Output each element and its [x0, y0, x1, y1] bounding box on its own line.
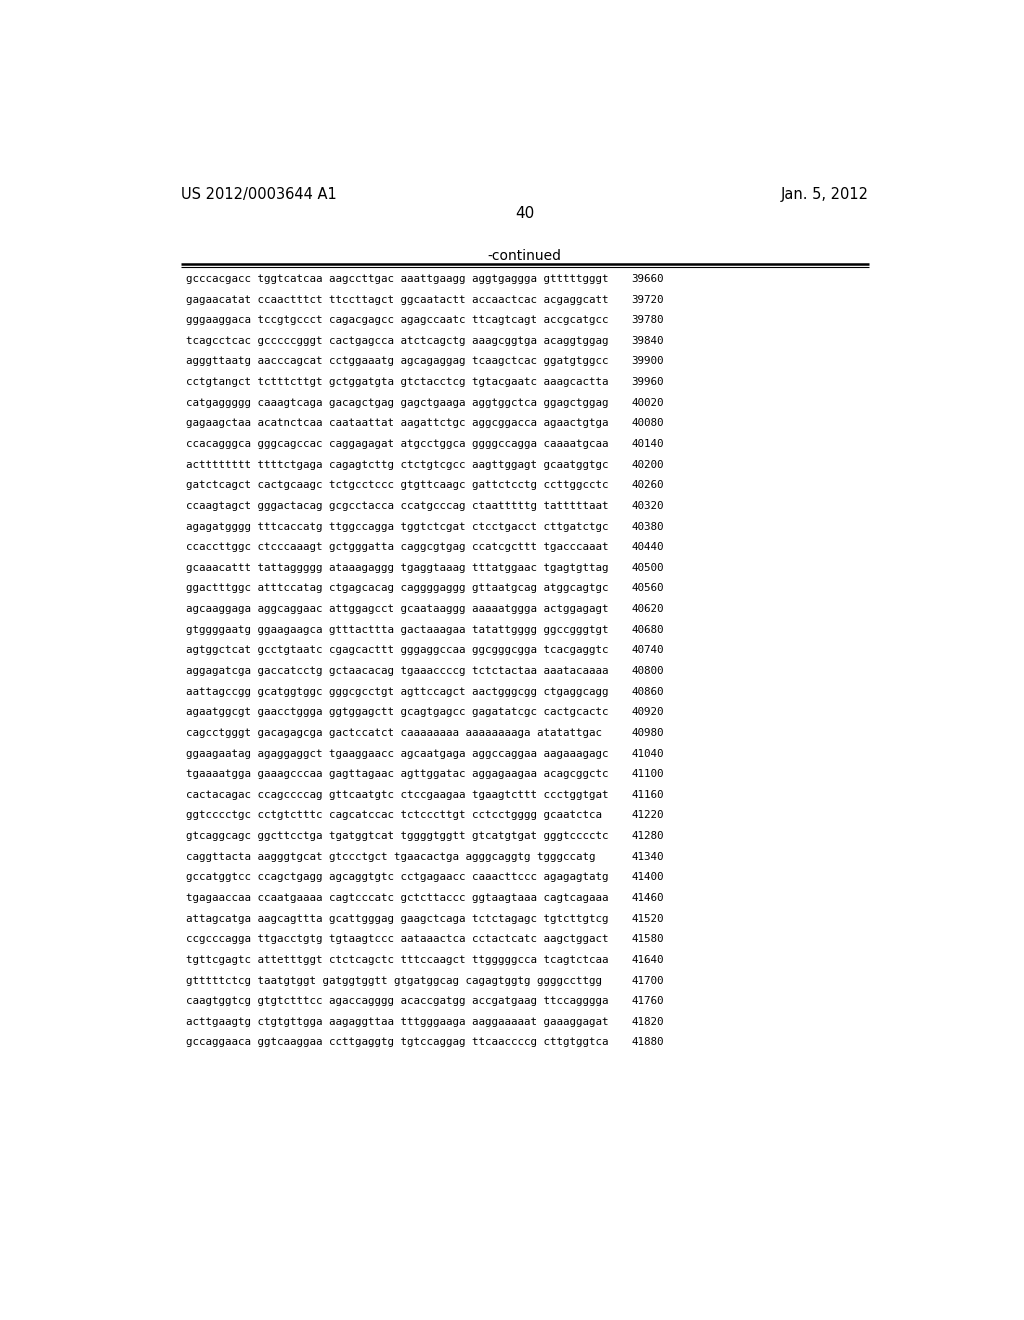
Text: ccaccttggc ctcccaaagt gctgggatta caggcgtgag ccatcgcttt tgacccaaat: ccaccttggc ctcccaaagt gctgggatta caggcgt… [186, 543, 608, 552]
Text: gcccacgacc tggtcatcaa aagccttgac aaattgaagg aggtgaggga gtttttgggt: gcccacgacc tggtcatcaa aagccttgac aaattga… [186, 275, 608, 284]
Text: 41220: 41220 [632, 810, 665, 821]
Text: 40080: 40080 [632, 418, 665, 429]
Text: 40: 40 [515, 206, 535, 222]
Text: 40920: 40920 [632, 708, 665, 717]
Text: 41520: 41520 [632, 913, 665, 924]
Text: ggaagaatag agaggaggct tgaaggaacc agcaatgaga aggccaggaa aagaaagagc: ggaagaatag agaggaggct tgaaggaacc agcaatg… [186, 748, 608, 759]
Text: agtggctcat gcctgtaatc cgagcacttt gggaggccaa ggcgggcgga tcacgaggtc: agtggctcat gcctgtaatc cgagcacttt gggaggc… [186, 645, 608, 655]
Text: gagaagctaa acatnctcaa caataattat aagattctgc aggcggacca agaactgtga: gagaagctaa acatnctcaa caataattat aagattc… [186, 418, 608, 429]
Text: agggttaatg aacccagcat cctggaaatg agcagaggag tcaagctcac ggatgtggcc: agggttaatg aacccagcat cctggaaatg agcagag… [186, 356, 608, 367]
Text: gtttttctcg taatgtggt gatggtggtt gtgatggcag cagagtggtg ggggccttgg: gtttttctcg taatgtggt gatggtggtt gtgatggc… [186, 975, 602, 986]
Text: 41100: 41100 [632, 770, 665, 779]
Text: cagcctgggt gacagagcga gactccatct caaaaaaaa aaaaaaaaga atatattgac: cagcctgggt gacagagcga gactccatct caaaaaa… [186, 727, 602, 738]
Text: caagtggtcg gtgtctttcc agaccagggg acaccgatgg accgatgaag ttccagggga: caagtggtcg gtgtctttcc agaccagggg acaccga… [186, 997, 608, 1006]
Text: 40680: 40680 [632, 624, 665, 635]
Text: ccacagggca gggcagccac caggagagat atgcctggca ggggccagga caaaatgcaa: ccacagggca gggcagccac caggagagat atgcctg… [186, 440, 608, 449]
Text: 40140: 40140 [632, 440, 665, 449]
Text: 39960: 39960 [632, 378, 665, 387]
Text: 41340: 41340 [632, 851, 665, 862]
Text: 41400: 41400 [632, 873, 665, 882]
Text: US 2012/0003644 A1: US 2012/0003644 A1 [180, 187, 337, 202]
Text: -continued: -continued [487, 249, 562, 263]
Text: 41460: 41460 [632, 892, 665, 903]
Text: catgaggggg caaagtcaga gacagctgag gagctgaaga aggtggctca ggagctggag: catgaggggg caaagtcaga gacagctgag gagctga… [186, 397, 608, 408]
Text: gtggggaatg ggaagaagca gtttacttta gactaaagaa tatattgggg ggccgggtgt: gtggggaatg ggaagaagca gtttacttta gactaaa… [186, 624, 608, 635]
Text: 39720: 39720 [632, 294, 665, 305]
Text: caggttacta aagggtgcat gtccctgct tgaacactga agggcaggtg tgggccatg: caggttacta aagggtgcat gtccctgct tgaacact… [186, 851, 596, 862]
Text: 41580: 41580 [632, 935, 665, 944]
Text: 40860: 40860 [632, 686, 665, 697]
Text: 41280: 41280 [632, 832, 665, 841]
Text: 40260: 40260 [632, 480, 665, 490]
Text: aattagccgg gcatggtggc gggcgcctgt agttccagct aactgggcgg ctgaggcagg: aattagccgg gcatggtggc gggcgcctgt agttcca… [186, 686, 608, 697]
Text: 39660: 39660 [632, 275, 665, 284]
Text: 40380: 40380 [632, 521, 665, 532]
Text: gccatggtcc ccagctgagg agcaggtgtc cctgagaacc caaacttccc agagagtatg: gccatggtcc ccagctgagg agcaggtgtc cctgaga… [186, 873, 608, 882]
Text: ggactttggc atttccatag ctgagcacag caggggaggg gttaatgcag atggcagtgc: ggactttggc atttccatag ctgagcacag cagggga… [186, 583, 608, 594]
Text: 40320: 40320 [632, 500, 665, 511]
Text: tgttcgagtc attetttggt ctctcagctc tttccaagct ttgggggcca tcagtctcaa: tgttcgagtc attetttggt ctctcagctc tttccaa… [186, 954, 608, 965]
Text: 41820: 41820 [632, 1016, 665, 1027]
Text: 41880: 41880 [632, 1038, 665, 1048]
Text: 39780: 39780 [632, 315, 665, 325]
Text: 39840: 39840 [632, 335, 665, 346]
Text: tgaaaatgga gaaagcccaa gagttagaac agttggatac aggagaagaa acagcggctc: tgaaaatgga gaaagcccaa gagttagaac agttgga… [186, 770, 608, 779]
Text: 40560: 40560 [632, 583, 665, 594]
Text: tcagcctcac gcccccgggt cactgagcca atctcagctg aaagcggtga acaggtggag: tcagcctcac gcccccgggt cactgagcca atctcag… [186, 335, 608, 346]
Text: 40620: 40620 [632, 605, 665, 614]
Text: gagaacatat ccaactttct ttccttagct ggcaatactt accaactcac acgaggcatt: gagaacatat ccaactttct ttccttagct ggcaata… [186, 294, 608, 305]
Text: actttttttt ttttctgaga cagagtcttg ctctgtcgcc aagttggagt gcaatggtgc: actttttttt ttttctgaga cagagtcttg ctctgtc… [186, 459, 608, 470]
Text: 41640: 41640 [632, 954, 665, 965]
Text: gatctcagct cactgcaagc tctgcctccc gtgttcaagc gattctcctg ccttggcctc: gatctcagct cactgcaagc tctgcctccc gtgttca… [186, 480, 608, 490]
Text: 40500: 40500 [632, 562, 665, 573]
Text: acttgaagtg ctgtgttgga aagaggttaa tttgggaaga aaggaaaaat gaaaggagat: acttgaagtg ctgtgttgga aagaggttaa tttggga… [186, 1016, 608, 1027]
Text: cactacagac ccagccccag gttcaatgtc ctccgaagaa tgaagtcttt ccctggtgat: cactacagac ccagccccag gttcaatgtc ctccgaa… [186, 789, 608, 800]
Text: cctgtangct tctttcttgt gctggatgta gtctacctcg tgtacgaatc aaagcactta: cctgtangct tctttcttgt gctggatgta gtctacc… [186, 378, 608, 387]
Text: 40200: 40200 [632, 459, 665, 470]
Text: 40740: 40740 [632, 645, 665, 655]
Text: agaatggcgt gaacctggga ggtggagctt gcagtgagcc gagatatcgc cactgcactc: agaatggcgt gaacctggga ggtggagctt gcagtga… [186, 708, 608, 717]
Text: 40020: 40020 [632, 397, 665, 408]
Text: ggtcccctgc cctgtctttc cagcatccac tctcccttgt cctcctgggg gcaatctca: ggtcccctgc cctgtctttc cagcatccac tctccct… [186, 810, 602, 821]
Text: gcaaacattt tattaggggg ataaagaggg tgaggtaaag tttatggaac tgagtgttag: gcaaacattt tattaggggg ataaagaggg tgaggta… [186, 562, 608, 573]
Text: Jan. 5, 2012: Jan. 5, 2012 [781, 187, 869, 202]
Text: aggagatcga gaccatcctg gctaacacag tgaaaccccg tctctactaa aaatacaaaa: aggagatcga gaccatcctg gctaacacag tgaaacc… [186, 667, 608, 676]
Text: 39900: 39900 [632, 356, 665, 367]
Text: 41760: 41760 [632, 997, 665, 1006]
Text: 41160: 41160 [632, 789, 665, 800]
Text: tgagaaccaa ccaatgaaaa cagtcccatc gctcttaccc ggtaagtaaa cagtcagaaa: tgagaaccaa ccaatgaaaa cagtcccatc gctctta… [186, 892, 608, 903]
Text: gggaaggaca tccgtgccct cagacgagcc agagccaatc ttcagtcagt accgcatgcc: gggaaggaca tccgtgccct cagacgagcc agagcca… [186, 315, 608, 325]
Text: 40980: 40980 [632, 727, 665, 738]
Text: gccaggaaca ggtcaaggaa ccttgaggtg tgtccaggag ttcaaccccg cttgtggtca: gccaggaaca ggtcaaggaa ccttgaggtg tgtccag… [186, 1038, 608, 1048]
Text: agagatgggg tttcaccatg ttggccagga tggtctcgat ctcctgacct cttgatctgc: agagatgggg tttcaccatg ttggccagga tggtctc… [186, 521, 608, 532]
Text: 40440: 40440 [632, 543, 665, 552]
Text: ccaagtagct gggactacag gcgcctacca ccatgcccag ctaatttttg tatttttaat: ccaagtagct gggactacag gcgcctacca ccatgcc… [186, 500, 608, 511]
Text: gtcaggcagc ggcttcctga tgatggtcat tggggtggtt gtcatgtgat gggtcccctc: gtcaggcagc ggcttcctga tgatggtcat tggggtg… [186, 832, 608, 841]
Text: ccgcccagga ttgacctgtg tgtaagtccc aataaactca cctactcatc aagctggact: ccgcccagga ttgacctgtg tgtaagtccc aataaac… [186, 935, 608, 944]
Text: 41700: 41700 [632, 975, 665, 986]
Text: 41040: 41040 [632, 748, 665, 759]
Text: agcaaggaga aggcaggaac attggagcct gcaataaggg aaaaatggga actggagagt: agcaaggaga aggcaggaac attggagcct gcaataa… [186, 605, 608, 614]
Text: 40800: 40800 [632, 667, 665, 676]
Text: attagcatga aagcagttta gcattgggag gaagctcaga tctctagagc tgtcttgtcg: attagcatga aagcagttta gcattgggag gaagctc… [186, 913, 608, 924]
